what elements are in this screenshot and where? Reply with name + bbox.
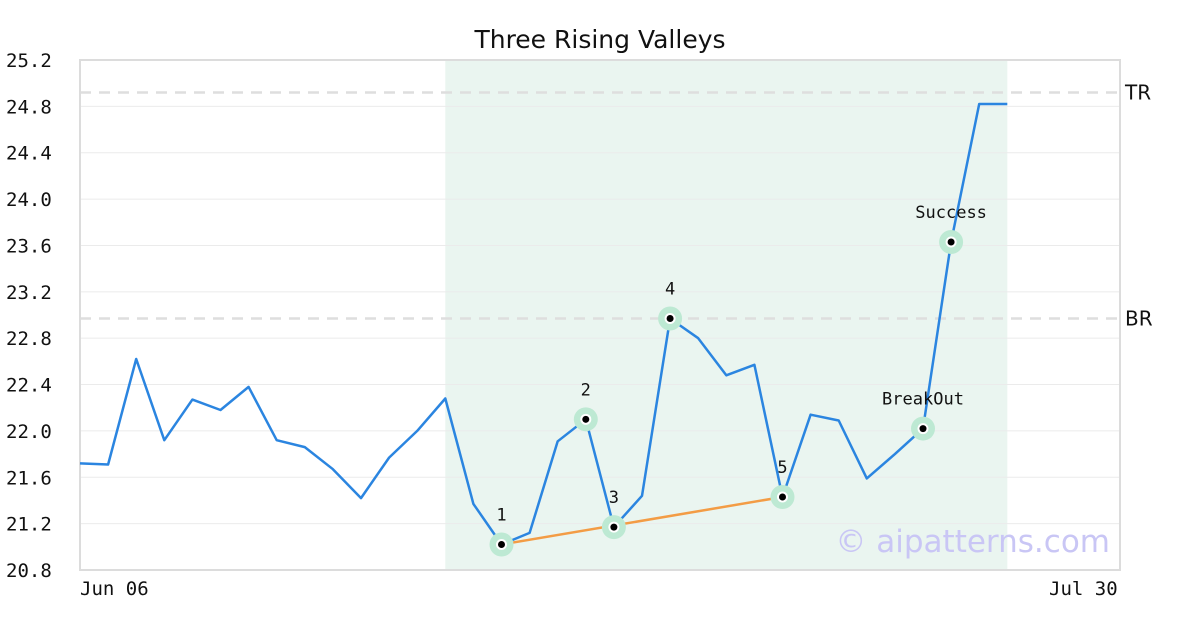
chart-title: Three Rising Valleys (473, 25, 725, 54)
pattern-point (582, 415, 590, 423)
pattern-point (919, 425, 927, 433)
y-tick-label: 24.8 (6, 96, 52, 118)
valley-trend-line (501, 495, 783, 546)
y-tick-label: 24.4 (6, 143, 52, 165)
y-tick-label: 22.4 (6, 375, 52, 397)
pattern-highlight-range (445, 60, 1008, 570)
y-tick-label: 23.2 (6, 282, 52, 304)
pattern-point-label: 4 (665, 279, 675, 299)
pattern-point-label: 5 (777, 458, 787, 478)
x-tick-label: Jul 30 (1049, 578, 1118, 600)
pattern-point-label: BreakOut (882, 390, 964, 410)
y-tick-label: 25.2 (6, 50, 52, 72)
y-tick-label: 24.0 (6, 189, 52, 211)
pattern-point (610, 523, 618, 531)
y-tick-label: 22.8 (6, 328, 52, 350)
pattern-point-label: Success (915, 203, 987, 223)
pattern-point-label: 2 (581, 380, 591, 400)
y-tick-label: 20.8 (6, 560, 52, 582)
pattern-point-label: 3 (609, 488, 619, 508)
pattern-point (666, 314, 674, 322)
y-tick-label: 23.6 (6, 235, 52, 257)
plot-frame (79, 59, 1121, 571)
reference-line-label: BR (1125, 306, 1153, 330)
y-tick-label: 22.0 (6, 421, 52, 443)
price-series-line (79, 102, 1008, 546)
watermark: © aipatterns.com (835, 524, 1110, 560)
y-tick-label: 21.2 (6, 514, 52, 536)
pattern-point (498, 541, 505, 548)
x-tick-label: Jun 06 (80, 578, 149, 600)
pattern-point-label: 1 (496, 506, 506, 526)
reference-line-label: TR (1124, 80, 1151, 104)
y-tick-label: 21.6 (6, 467, 52, 489)
pattern-point (947, 238, 955, 246)
pattern-point (779, 493, 786, 501)
